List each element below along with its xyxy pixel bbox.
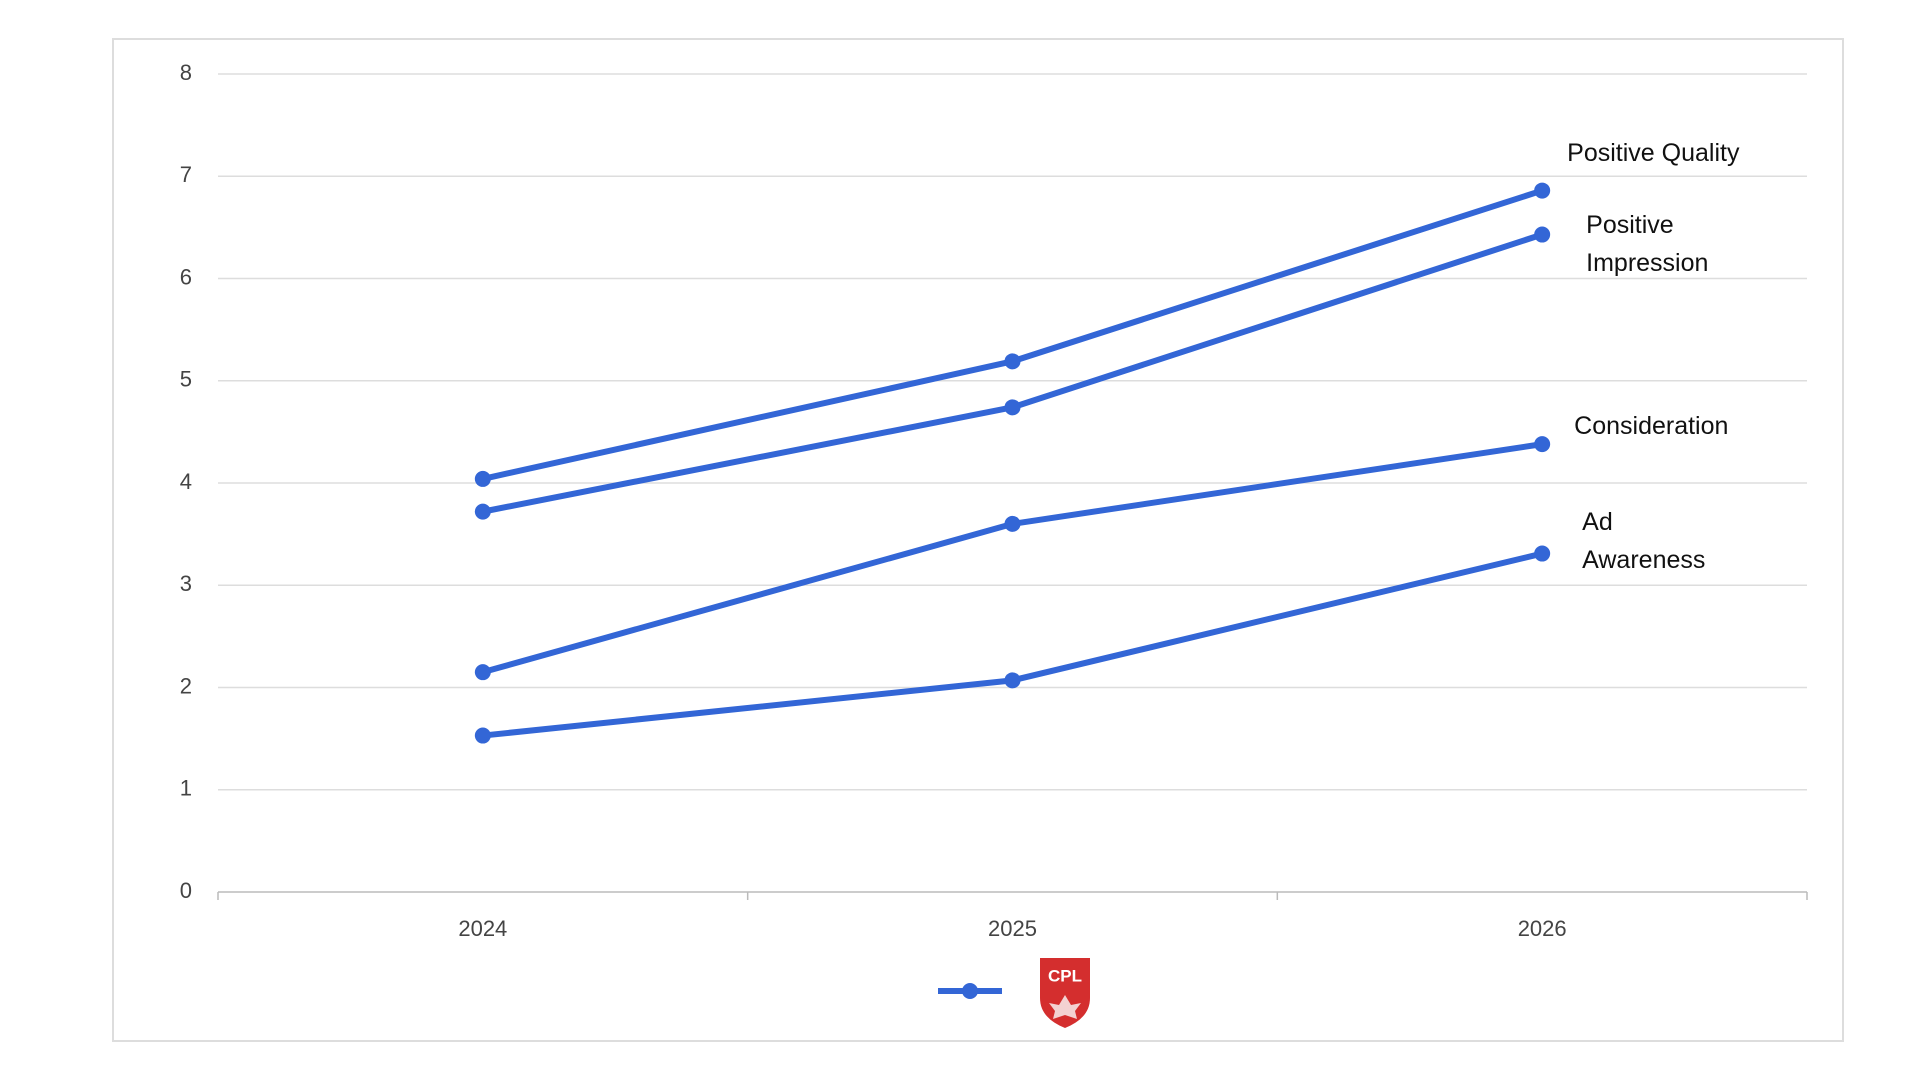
series-label: Positive Quality <box>1567 138 1740 167</box>
y-tick-label: 5 <box>180 367 192 392</box>
series-label: Ad Awareness <box>1582 507 1706 574</box>
legend: CPL <box>938 958 1090 1028</box>
y-tick-label: 7 <box>180 162 192 187</box>
data-point <box>1534 545 1551 562</box>
data-point <box>474 470 491 487</box>
y-tick-label: 6 <box>180 264 192 289</box>
legend-label: CPL <box>1048 966 1082 985</box>
logo-leaf <box>1049 995 1081 1019</box>
data-point <box>1534 182 1551 199</box>
y-tick-label: 8 <box>180 60 192 85</box>
series-label: Consideration <box>1574 412 1729 441</box>
data-point <box>1004 353 1021 370</box>
x-tick-label: 2025 <box>988 916 1037 941</box>
data-point <box>1534 226 1551 243</box>
y-tick-label: 0 <box>180 878 192 903</box>
series-label: Positive Impression <box>1586 210 1709 277</box>
data-point <box>1004 672 1021 689</box>
y-tick-label: 2 <box>180 673 192 698</box>
data-point <box>474 503 491 520</box>
y-tick-label: 4 <box>180 469 192 494</box>
y-tick-label: 1 <box>180 776 192 801</box>
data-point <box>1004 399 1021 416</box>
data-point <box>474 664 491 681</box>
x-tick-label: 2024 <box>458 916 507 941</box>
chart-frame <box>112 38 1844 1042</box>
y-tick-label: 3 <box>180 571 192 596</box>
x-tick-label: 2026 <box>1518 916 1567 941</box>
data-point <box>1004 515 1021 532</box>
data-point <box>1534 436 1551 453</box>
data-point <box>474 727 491 744</box>
legend-marker <box>962 983 978 999</box>
legend-logo <box>1040 958 1090 1028</box>
